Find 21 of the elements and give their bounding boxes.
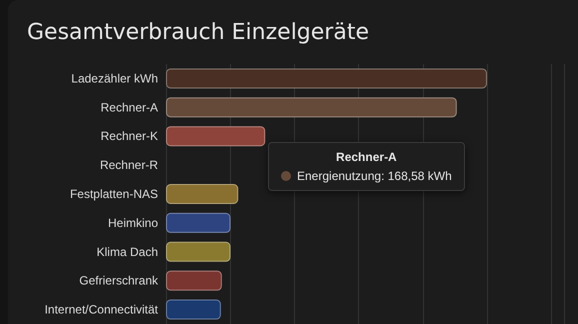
bar: [166, 97, 457, 118]
bar: [166, 300, 221, 320]
bar: [166, 270, 222, 291]
annotation: Energienutzung: 168,58 kWh: [296, 169, 452, 183]
y-tick-label: Ladezähler kWh: [71, 71, 158, 86]
tooltip-box: Rechner-A Energienutzung: 168,58 kWh: [268, 142, 465, 191]
bar: [166, 126, 266, 146]
bar: [166, 184, 238, 204]
y-tick-label: Festplatten-NAS: [70, 187, 158, 201]
chart-title: Gesamtverbrauch Einzelgeräte: [27, 20, 369, 45]
y-tick-label: Heimkino: [108, 216, 158, 230]
bar: [166, 212, 231, 233]
y-tick-label: Rechner-K: [100, 129, 158, 144]
y-tick-label: Internet/Connectivität: [44, 302, 159, 317]
bar: [166, 242, 231, 262]
bar: [166, 68, 487, 88]
annotation: Rechner-A: [335, 150, 398, 164]
y-tick-label: Gefrierschrank: [79, 274, 159, 288]
y-tick-label: Rechner-R: [100, 158, 158, 172]
y-tick-label: Klima Dach: [96, 244, 158, 259]
y-tick-label: Rechner-A: [100, 100, 158, 114]
